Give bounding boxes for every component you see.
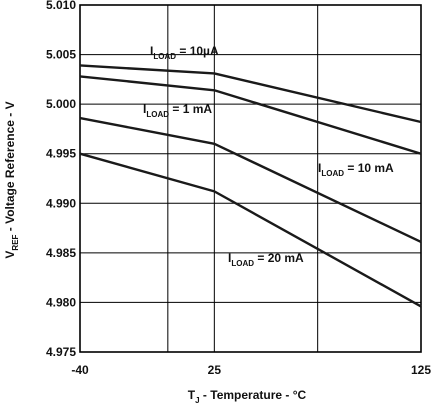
- x-tick-label: -40: [71, 363, 89, 377]
- y-tick-labels: 4.975 4.980 4.985 4.990 4.995 5.000 5.005 5.010: [46, 0, 76, 359]
- series-lines: [79, 64, 422, 308]
- y-tick-label: 4.985: [46, 246, 76, 260]
- x-axis-title: TJ - Temperature - °C: [188, 388, 307, 405]
- series-line-2: [79, 116, 422, 244]
- y-tick-label: 4.975: [46, 345, 76, 359]
- x-tick-label: 125: [411, 363, 431, 377]
- y-tick-label: 5.005: [46, 48, 76, 62]
- y-axis-title: VREF - Voltage Reference - V: [3, 101, 20, 258]
- y-tick-label: 5.010: [46, 0, 76, 12]
- series-label-1ma: ILOAD = 1 mA: [143, 102, 212, 119]
- series-line-3: [79, 152, 422, 308]
- x-tick-label: 25: [208, 363, 222, 377]
- series-line-1: [79, 75, 422, 155]
- y-tick-label: 4.995: [46, 147, 76, 161]
- y-tick-label: 5.000: [46, 97, 76, 111]
- series-label-10ma: ILOAD = 10 mA: [318, 161, 394, 178]
- series-line-0: [79, 64, 422, 124]
- x-tick-labels: -40 25 125: [71, 363, 431, 377]
- plot-frame: [79, 4, 422, 353]
- series-label-10ua: ILOAD = 10µA: [150, 44, 219, 61]
- series-label-20ma: ILOAD = 20 mA: [228, 251, 304, 268]
- grid-lines: [79, 4, 422, 353]
- y-tick-label: 4.990: [46, 196, 76, 210]
- y-tick-label: 4.980: [46, 295, 76, 309]
